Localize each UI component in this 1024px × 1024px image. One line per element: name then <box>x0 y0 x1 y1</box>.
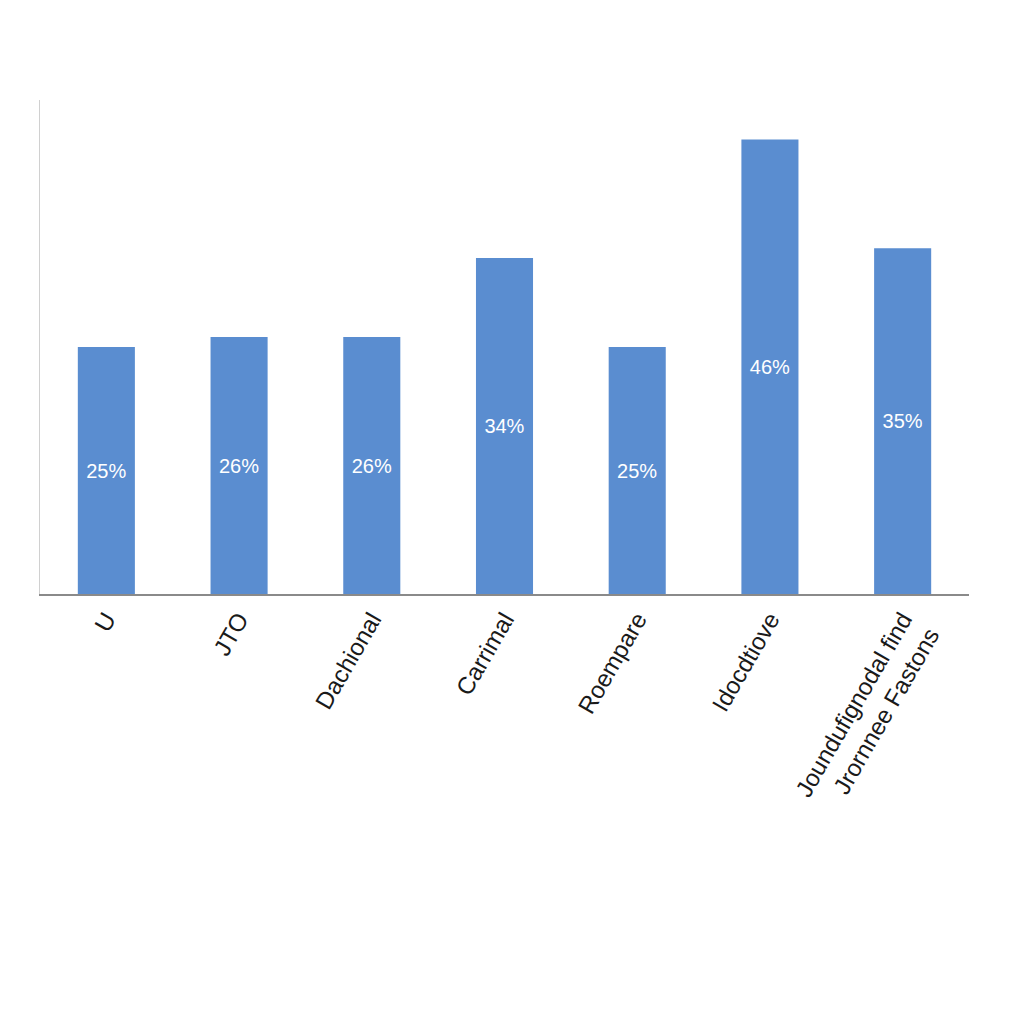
svg-text:26%: 26% <box>352 455 392 477</box>
svg-text:Joundufignodal findJrornnee Fa: Joundufignodal findJrornnee Fastons <box>790 608 944 817</box>
svg-text:Dachional: Dachional <box>310 608 387 714</box>
svg-text:25%: 25% <box>86 460 126 482</box>
svg-text:U: U <box>89 608 121 637</box>
svg-text:34%: 34% <box>484 415 524 437</box>
svg-text:46%: 46% <box>750 356 790 378</box>
svg-text:35%: 35% <box>883 410 923 432</box>
svg-text:25%: 25% <box>617 460 657 482</box>
svg-text:Idocdtiove: Idocdtiove <box>707 608 785 716</box>
svg-text:Roempare: Roempare <box>573 608 652 719</box>
svg-text:JTO: JTO <box>208 608 254 660</box>
svg-text:26%: 26% <box>219 455 259 477</box>
svg-text:Carrimal: Carrimal <box>451 608 520 700</box>
